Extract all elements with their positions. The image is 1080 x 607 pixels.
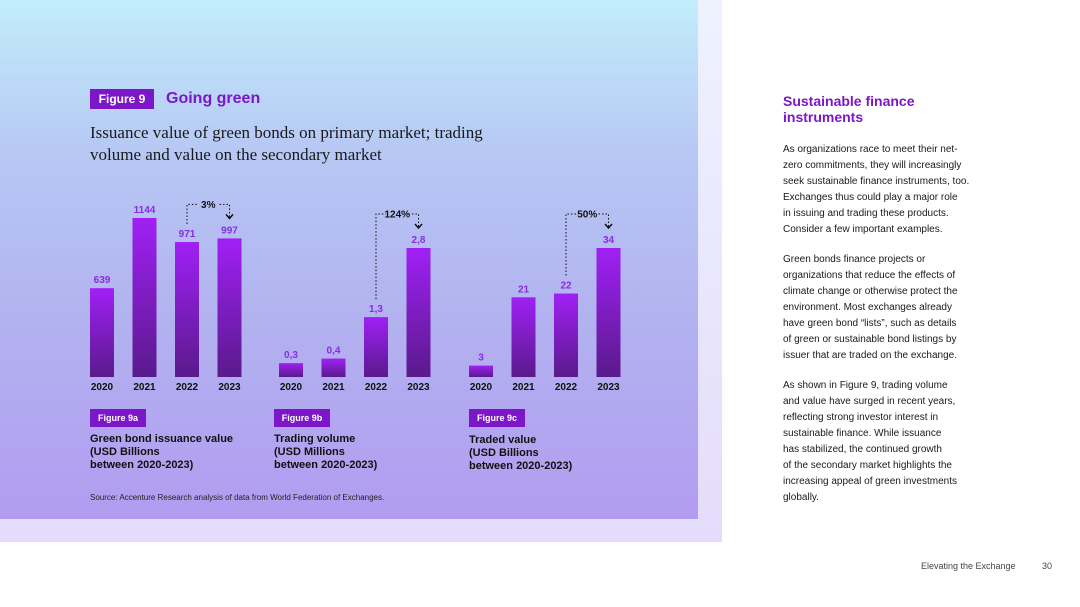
bar — [321, 358, 346, 377]
annotation-bracket-left — [565, 213, 576, 276]
figure-9c-caption: Traded value (USD Billions between 2020-… — [469, 434, 619, 473]
sidebar-paragraph-line: reflecting strong investor interest in — [783, 412, 939, 423]
caption-line: between 2020-2023) — [90, 459, 194, 471]
caption-line: between 2020-2023) — [274, 459, 378, 471]
x-tick-label: 2021 — [512, 382, 535, 393]
figure-9c-tag: Figure 9c — [469, 409, 525, 427]
bar-value-label: 3 — [478, 353, 484, 364]
sidebar-paragraph-2: Green bonds finance projects or organizat… — [783, 252, 1008, 364]
bar — [279, 363, 303, 377]
sidebar-heading-line: instruments — [783, 109, 864, 125]
bar-value-label: 21 — [518, 284, 530, 295]
bar-value-label: 971 — [179, 229, 196, 240]
x-tick-label: 2022 — [365, 382, 388, 393]
sidebar-heading-line: Sustainable finance — [783, 93, 915, 109]
x-tick-label: 2020 — [470, 382, 493, 393]
x-tick-label: 2022 — [555, 382, 578, 393]
sidebar-paragraph-1: As organizations race to meet their net-… — [783, 142, 1008, 238]
bar — [511, 297, 536, 377]
figure-subtitle: Issuance value of green bonds on primary… — [90, 122, 520, 166]
caption-line: Trading volume — [274, 433, 356, 445]
bar — [596, 248, 621, 377]
bar-value-label: 2,8 — [412, 235, 426, 246]
sidebar-paragraph-line: of green or sustainable bond listings by — [783, 334, 957, 345]
bar-value-label: 997 — [221, 225, 238, 236]
sidebar-paragraph-line: and value have surged in recent years, — [783, 396, 956, 407]
sidebar-paragraph-line: zero commitments, they will increasingly — [783, 160, 962, 171]
bar — [554, 293, 578, 377]
arrow-down-icon — [604, 223, 613, 230]
figure-subtitle-line: Issuance value of green bonds on primary… — [90, 123, 483, 142]
bar — [175, 242, 199, 377]
sidebar-paragraph-line: sustainable finance. While issuance — [783, 428, 942, 439]
sidebar-paragraph-line: Exchanges thus could play a major role — [783, 192, 958, 203]
sidebar-paragraph-line: Consider a few important examples. — [783, 224, 943, 235]
page-number: 30 — [1042, 561, 1053, 571]
x-tick-label: 2023 — [407, 382, 430, 393]
sidebar-heading: Sustainable finance instruments — [783, 93, 983, 125]
bar — [90, 288, 114, 377]
sidebar-paragraph-line: As shown in Figure 9, trading volume — [783, 380, 948, 391]
sidebar-paragraph-line: of the secondary market highlights the — [783, 460, 952, 471]
sidebar-paragraph-line: have green bond “lists”, such as details — [783, 318, 957, 329]
x-tick-label: 2023 — [218, 382, 241, 393]
annotation-bracket-left — [375, 213, 386, 300]
annotation-bracket-left — [186, 203, 197, 225]
sidebar-paragraph-line: seek sustainable finance instruments, to… — [783, 176, 970, 187]
bar-value-label: 1144 — [134, 205, 156, 216]
x-tick-label: 2020 — [91, 382, 114, 393]
caption-line: Green bond issuance value — [90, 433, 234, 445]
sidebar-paragraph-line: in issuing and trading these products. — [783, 208, 949, 219]
figure-panel — [0, 0, 698, 519]
bar-charts: 639 2020 1144 2021 971 2022 997 2023 3% 0,3 2020 0,… — [90, 200, 621, 393]
arrow-down-icon — [225, 213, 234, 220]
caption-line: (USD Millions — [274, 446, 345, 458]
sidebar-paragraph-line: Green bonds finance projects or — [783, 254, 926, 265]
x-tick-label: 2022 — [176, 382, 199, 393]
sidebar-paragraph-line: has stabilized, the continued growth — [783, 444, 942, 455]
caption-line: (USD Billions — [469, 447, 539, 459]
x-tick-label: 2021 — [322, 382, 345, 393]
bar-value-label: 34 — [603, 235, 615, 246]
figure-subtitle-line: volume and value on the secondary market — [90, 145, 382, 164]
bar-value-label: 0,3 — [284, 350, 298, 361]
bar — [132, 218, 157, 377]
footer-title: Elevating the Exchange — [921, 561, 1016, 571]
bar-value-label: 0,4 — [327, 346, 341, 357]
sidebar-paragraph-line: As organizations race to meet their net- — [783, 144, 958, 155]
x-tick-label: 2021 — [133, 382, 156, 393]
growth-percent-label: 124% — [384, 210, 410, 221]
growth-percent-label: 3% — [201, 200, 216, 211]
figure-9a-tag: Figure 9a — [90, 409, 146, 427]
sidebar-paragraph-line: climate change or otherwise protect the — [783, 286, 958, 297]
bar — [217, 238, 242, 377]
figure-9b-tag: Figure 9b — [274, 409, 330, 427]
arrow-down-icon — [414, 223, 423, 230]
figure-9a-caption: Green bond issuance value (USD Billions … — [90, 433, 240, 472]
bar — [469, 365, 493, 377]
bar-value-label: 22 — [560, 281, 572, 292]
caption-line: between 2020-2023) — [469, 460, 573, 472]
bar — [364, 317, 388, 377]
x-tick-label: 2020 — [280, 382, 303, 393]
bar — [406, 248, 431, 377]
caption-line: (USD Billions — [90, 446, 160, 458]
sidebar-paragraph-line: organizations that reduce the effects of — [783, 270, 956, 281]
sidebar-paragraph-line: globally. — [783, 492, 819, 503]
bar-value-label: 639 — [94, 275, 111, 286]
sidebar-paragraph-line: increasing appeal of green investments — [783, 476, 957, 487]
figure-9b-caption: Trading volume (USD Millions between 202… — [274, 433, 424, 472]
source-note: Source: Accenture Research analysis of d… — [90, 493, 385, 502]
sidebar-paragraph-3: As shown in Figure 9, trading volume and … — [783, 378, 1008, 506]
figure-tag: Figure 9 — [90, 89, 154, 109]
sidebar-paragraph-line: issuer that are traded on the exchange. — [783, 350, 958, 361]
sidebar-paragraph-line: environment. Most exchanges already — [783, 302, 952, 313]
bar-value-label: 1,3 — [369, 304, 383, 315]
growth-percent-label: 50% — [577, 210, 597, 221]
x-tick-label: 2023 — [597, 382, 620, 393]
caption-line: Traded value — [469, 434, 537, 446]
figure-title: Going green — [166, 90, 261, 107]
